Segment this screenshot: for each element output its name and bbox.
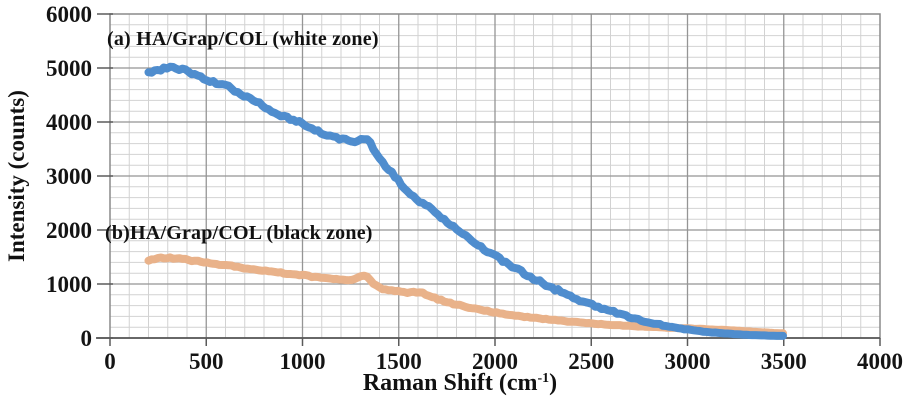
x-tick-label: 3000 [665, 349, 711, 374]
y-tick-label: 5000 [46, 56, 92, 81]
x-tick-label: 2500 [568, 349, 614, 374]
y-tick-label: 1000 [46, 272, 92, 297]
x-tick-label: 1500 [376, 349, 422, 374]
x-tick-label: 500 [189, 349, 224, 374]
x-axis-title: Raman Shift (cm-1) [110, 370, 810, 397]
y-tick-label: 4000 [46, 110, 92, 135]
y-tick-label: 2000 [46, 218, 92, 243]
x-tick-label: 0 [104, 349, 116, 374]
series-label-white-zone: (a) HA/Grap/COL (white zone) [107, 28, 379, 50]
y-tick-label: 3000 [46, 164, 92, 189]
x-axis-title-superscript: -1 [537, 371, 550, 386]
x-tick-label: 4000 [857, 349, 903, 374]
x-axis-title-text: Raman Shift (cm [362, 370, 538, 396]
series-line-white-zone [144, 62, 787, 340]
x-tick-label: 1000 [280, 349, 326, 374]
y-axis-title: Intensity (counts) [4, 90, 29, 262]
x-axis-title-suffix: ) [549, 370, 558, 396]
y-tick-label: 0 [81, 326, 93, 351]
x-tick-label: 3500 [761, 349, 807, 374]
series-label-black-zone: (b)HA/Grap/COL (black zone) [105, 222, 373, 244]
x-tick-label: 2000 [472, 349, 518, 374]
y-tick-label: 6000 [46, 2, 92, 27]
